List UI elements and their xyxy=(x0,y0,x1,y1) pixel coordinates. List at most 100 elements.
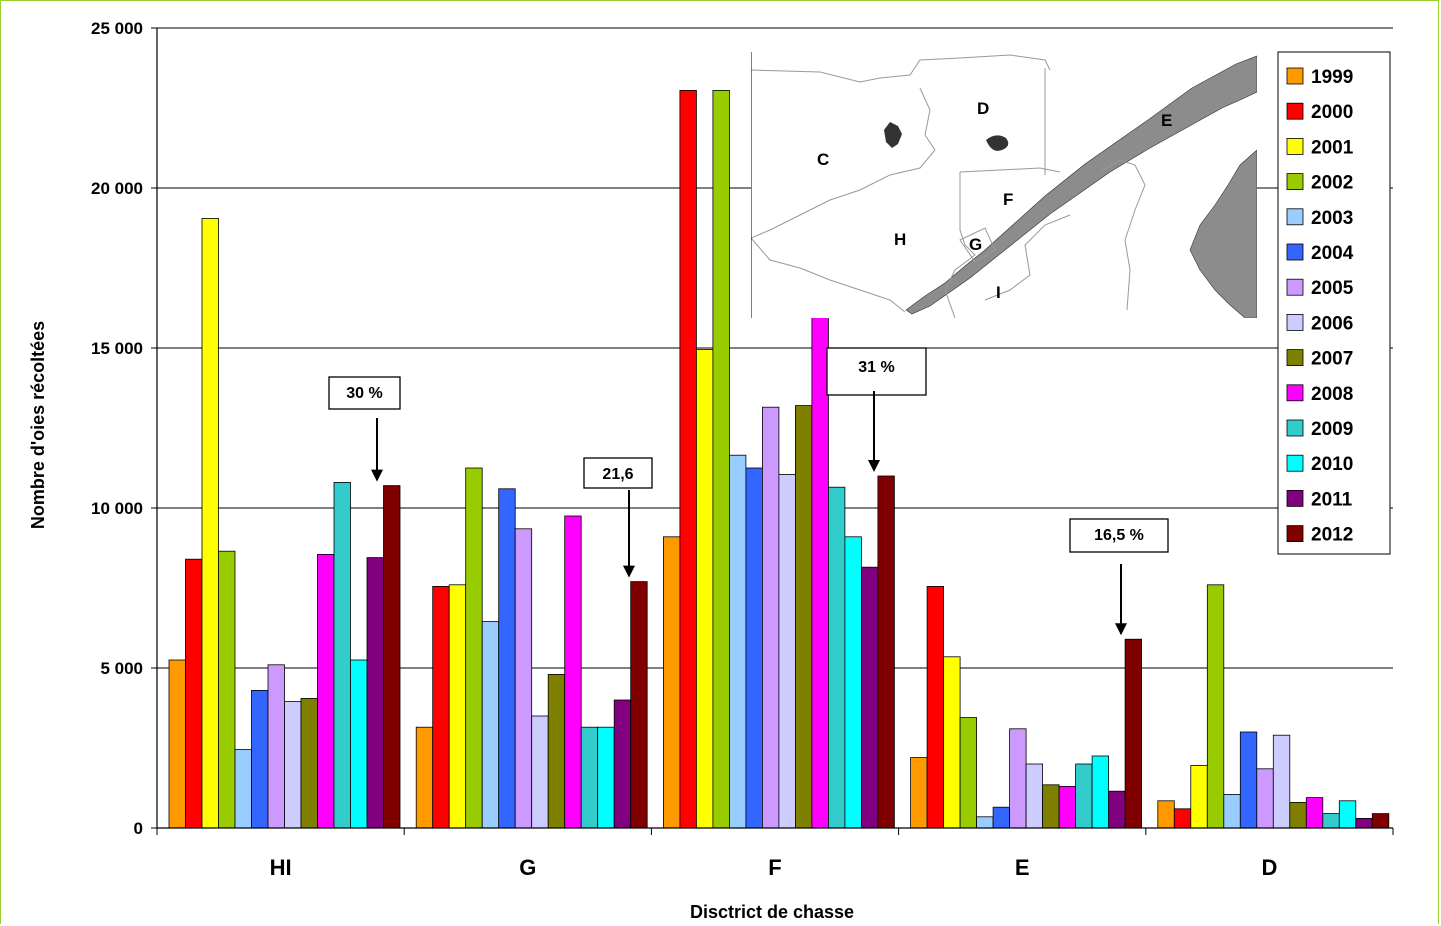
y-tick-label: 15 000 xyxy=(91,339,143,358)
legend-label-2000: 2000 xyxy=(1311,102,1353,123)
bar-2004-D xyxy=(1239,731,1258,829)
bar-2012-E xyxy=(1124,638,1142,829)
y-tick-label: 20 000 xyxy=(91,179,143,198)
bar-1999-E xyxy=(910,757,928,829)
bar-2003-G xyxy=(481,621,500,829)
annotation-label-G: 21,6 xyxy=(602,466,633,483)
bar-2010-E xyxy=(1091,755,1109,829)
x-tick-label: E xyxy=(1015,855,1030,880)
legend-swatch-2007 xyxy=(1286,349,1304,367)
bar-2000-G xyxy=(432,586,450,829)
legend-label-2010: 2010 xyxy=(1311,454,1353,475)
bar-2006-F xyxy=(778,473,796,829)
st-lawrence-river xyxy=(905,55,1257,315)
legend-swatch-2000 xyxy=(1286,102,1304,120)
legend-label-2002: 2002 xyxy=(1311,173,1353,194)
border-east xyxy=(1099,159,1146,311)
annotation-arrowhead-HI xyxy=(371,469,383,482)
legend-label-2005: 2005 xyxy=(1311,278,1354,299)
legend-label-1999: 1999 xyxy=(1311,67,1353,88)
legend-label-2003: 2003 xyxy=(1311,208,1353,229)
legend-swatch-2010 xyxy=(1286,454,1304,472)
x-axis: HI G F E D xyxy=(156,827,1394,880)
bar-2000-F xyxy=(679,90,697,829)
bar-2005-F xyxy=(762,406,780,829)
bar-2012-D xyxy=(1371,813,1390,829)
border-hg xyxy=(959,227,996,263)
bar-2002-F xyxy=(712,90,730,829)
bar-2005-HI xyxy=(267,664,285,829)
bar-2006-HI xyxy=(284,701,302,829)
gulf-coast xyxy=(1189,149,1257,318)
bar-2008-E xyxy=(1058,786,1076,829)
legend-swatch-2001 xyxy=(1286,137,1304,155)
annotation-label-F: 31 % xyxy=(858,359,894,376)
bar-2012-F xyxy=(877,475,895,829)
annotations: 30 % 21,6 31 % 16,5 % xyxy=(328,347,1169,636)
legend-swatch-2008 xyxy=(1286,384,1304,402)
lake-st-jean xyxy=(986,135,1009,151)
legend-swatch-2003 xyxy=(1286,208,1304,226)
bar-1999-F xyxy=(663,536,681,829)
annotation-label-E: 16,5 % xyxy=(1094,527,1144,544)
bar-2003-F xyxy=(729,454,747,829)
bar-2003-HI xyxy=(234,749,252,829)
map-label-f: F xyxy=(1003,190,1013,209)
bar-2004-E xyxy=(992,806,1010,829)
x-tick-label: D xyxy=(1261,855,1277,880)
bar-2001-E xyxy=(943,656,961,829)
bar-2007-F xyxy=(795,405,813,829)
map-label-i: I xyxy=(996,283,1001,302)
legend-label-2011: 2011 xyxy=(1311,489,1353,510)
border-south xyxy=(751,237,906,313)
bar-2003-E xyxy=(976,816,994,829)
annotation-arrowhead-G xyxy=(623,565,635,578)
border-f-west xyxy=(944,172,976,318)
legend-label-2007: 2007 xyxy=(1311,349,1353,370)
legend-label-2012: 2012 xyxy=(1311,525,1353,546)
bar-2001-HI xyxy=(201,217,219,829)
legend: 1999 2000 2001 2002 2003 2004 2005 2006 2007 2008… xyxy=(1277,51,1391,555)
annotation-box-HI xyxy=(328,376,401,410)
bar-2010-G xyxy=(597,726,615,829)
map-label-g: G xyxy=(969,235,982,254)
bar-2005-D xyxy=(1256,768,1274,829)
border-d-f xyxy=(959,167,1061,173)
bar-2000-HI xyxy=(185,558,203,829)
bar-1999-G xyxy=(415,726,434,829)
bar-2002-D xyxy=(1206,584,1225,829)
annotation-box-F xyxy=(826,347,927,396)
bar-2007-E xyxy=(1042,784,1060,829)
map-label-h: H xyxy=(894,230,906,249)
legend-swatch-2009 xyxy=(1286,419,1304,437)
bar-2002-E xyxy=(959,717,977,829)
y-axis: 0 5 000 10 000 15 000 20 000 25 000 xyxy=(91,19,158,838)
bar-2011-F xyxy=(861,566,879,829)
bar-2009-HI xyxy=(333,481,351,829)
legend-label-2004: 2004 xyxy=(1311,243,1354,264)
bar-2011-D xyxy=(1355,818,1373,829)
bar-1999-D xyxy=(1157,800,1175,829)
legend-swatch-1999 xyxy=(1286,67,1304,85)
legend-label-2008: 2008 xyxy=(1311,384,1353,405)
bar-2009-F xyxy=(828,486,846,829)
bar-2005-G xyxy=(514,528,533,829)
x-tick-label: HI xyxy=(270,855,292,880)
bar-2010-F xyxy=(844,536,862,829)
bar-2008-D xyxy=(1305,797,1324,829)
location-map: C D E F G H I xyxy=(751,52,1257,318)
border-h-north xyxy=(751,87,936,239)
bar-2008-G xyxy=(564,515,582,829)
legend-label-2001: 2001 xyxy=(1311,137,1354,158)
x-tick-label: F xyxy=(768,855,781,880)
annotation-box-G xyxy=(583,457,653,489)
y-tick-label: 5 000 xyxy=(100,659,143,678)
y-axis-title: Nombre d'oies récoltées xyxy=(28,321,48,529)
bar-2004-HI xyxy=(251,690,269,829)
legend-swatch-2005 xyxy=(1286,278,1304,296)
bar-2006-E xyxy=(1025,763,1043,829)
legend-swatch-2006 xyxy=(1286,313,1304,331)
x-tick-label: G xyxy=(519,855,536,880)
y-tick-label: 10 000 xyxy=(91,499,143,518)
